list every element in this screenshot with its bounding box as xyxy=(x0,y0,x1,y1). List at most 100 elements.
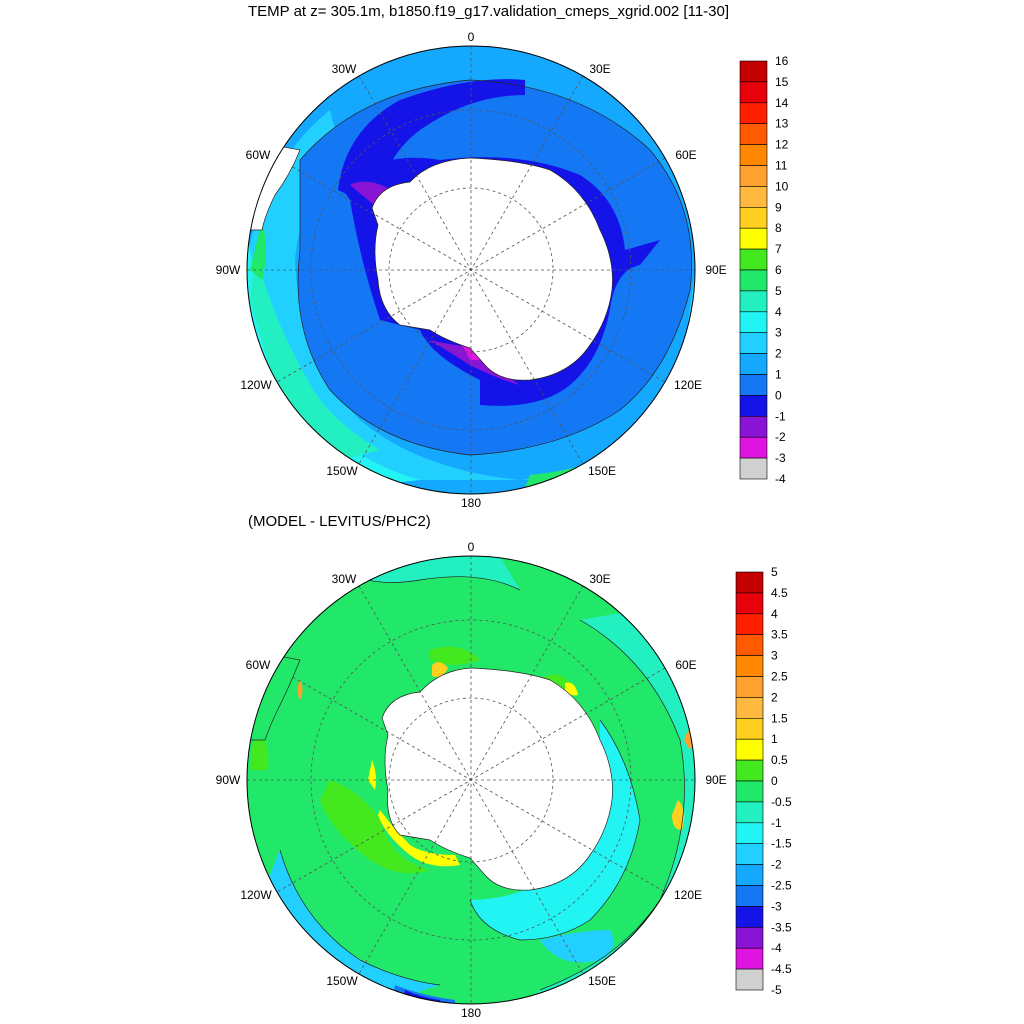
bottom-polar-map[interactable] xyxy=(246,555,700,1010)
bottom-label-150w: 150W xyxy=(326,974,358,988)
bottom-colorbar-tick-label: -2.5 xyxy=(771,879,792,893)
top-colorbar-tick-label: 1 xyxy=(775,368,782,382)
top-colorbar-tick-label: 4 xyxy=(775,305,782,319)
bottom-label-60w: 60W xyxy=(246,658,271,672)
top-colorbar-tick-label: 15 xyxy=(775,75,789,89)
bottom-colorbar-tick-label: -3 xyxy=(771,899,782,913)
bottom-colorbar-swatch xyxy=(735,634,764,656)
top-colorbar-swatch xyxy=(739,123,768,145)
bottom-label-30e: 30E xyxy=(589,572,610,586)
top-colorbar-tick-label: 2 xyxy=(775,347,782,361)
bottom-label-120w: 120W xyxy=(240,888,272,902)
top-label-150e: 150E xyxy=(588,464,616,478)
top-colorbar-tick-label: 14 xyxy=(775,96,789,110)
bottom-label-0: 0 xyxy=(468,540,475,554)
bottom-colorbar-swatch xyxy=(735,592,764,615)
bottom-colorbar-swatch xyxy=(735,676,764,698)
top-map-title: TEMP at z= 305.1m, b1850.f19_g17.validat… xyxy=(248,3,730,20)
top-colorbar-swatch xyxy=(739,332,768,354)
top-colorbar-tick-label: 5 xyxy=(775,284,782,298)
top-colorbar-tick-label: 0 xyxy=(775,388,782,402)
top-colorbar-tick-label: -4 xyxy=(775,472,786,486)
bottom-colorbar-swatch xyxy=(735,759,764,782)
top-colorbar-swatch xyxy=(739,311,768,333)
top-colorbar-swatch xyxy=(739,415,768,438)
bottom-colorbar-swatch xyxy=(735,968,764,991)
top-colorbar-tick-label: 13 xyxy=(775,117,789,131)
bottom-colorbar-tick-label: -1 xyxy=(771,816,782,830)
bottom-label-90w: 90W xyxy=(216,773,241,787)
top-colorbar-swatch xyxy=(739,290,768,313)
top-colorbar-tick-label: 10 xyxy=(775,179,789,193)
bottom-colorbar-tick-label: 3 xyxy=(771,649,778,663)
top-colorbar-swatch xyxy=(739,269,768,292)
bottom-colorbar-tick-label: 4.5 xyxy=(771,586,788,600)
bottom-colorbar-swatch xyxy=(735,822,764,844)
top-colorbar-swatch xyxy=(739,395,768,417)
bottom-colorbar-tick-label: -4.5 xyxy=(771,962,792,976)
top-colorbar-swatch xyxy=(739,144,768,166)
top-colorbar-swatch xyxy=(739,207,768,229)
top-colorbar-swatch xyxy=(739,248,768,271)
bottom-colorbar-swatch xyxy=(735,571,764,594)
bottom-colorbar-tick-label: 3.5 xyxy=(771,628,788,642)
top-colorbar-swatch xyxy=(739,436,768,459)
top-polar-map[interactable] xyxy=(246,45,696,500)
bottom-colorbar-swatch xyxy=(735,613,764,635)
top-colorbar-tick-label: -2 xyxy=(775,430,786,444)
bottom-colorbar-tick-label: -0.5 xyxy=(771,795,792,809)
bottom-colorbar-tick-label: 2.5 xyxy=(771,670,788,684)
bottom-colorbar-tick-label: -2 xyxy=(771,858,782,872)
top-colorbar-swatch xyxy=(739,353,768,375)
top-colorbar-tick-label: 11 xyxy=(775,159,788,173)
top-colorbar-tick-label: 8 xyxy=(775,221,782,235)
top-longitude-labels: 0 30E 60E 90E 120E 150E 180 150W 120W 90… xyxy=(216,30,727,510)
top-colorbar-tick-label: 12 xyxy=(775,138,789,152)
top-label-60e: 60E xyxy=(675,148,696,162)
top-colorbar-swatch xyxy=(739,457,768,480)
bottom-colorbar-tick-label: 1 xyxy=(771,732,778,746)
top-map-border xyxy=(246,45,696,495)
bottom-colorbar-tick-label: 4 xyxy=(771,607,778,621)
top-colorbar-tick-label: 7 xyxy=(775,242,782,256)
top-label-60w: 60W xyxy=(246,148,271,162)
top-colorbar-tick-label: 9 xyxy=(775,200,782,214)
bottom-colorbar-swatch xyxy=(735,801,764,824)
bottom-label-150e: 150E xyxy=(588,974,616,988)
top-label-30w: 30W xyxy=(332,62,357,76)
top-colorbar-swatch xyxy=(739,374,768,396)
bottom-colorbar: 5 4.5 4 3.5 3 2.5 2 1.5 1 0.5 0 -0.5 -1 -1.5 -2 -2.5 -3 -… xyxy=(735,565,792,997)
bottom-label-60e: 60E xyxy=(675,658,696,672)
bottom-label-120e: 120E xyxy=(674,888,702,902)
bottom-colorbar-tick-label: 0 xyxy=(771,774,778,788)
bottom-colorbar-tick-label: 2 xyxy=(771,690,778,704)
top-colorbar-swatch xyxy=(739,81,768,104)
bottom-colorbar-tick-label: 1.5 xyxy=(771,711,788,725)
top-colorbar-swatch xyxy=(739,102,768,125)
top-colorbar-tick-label: -3 xyxy=(775,451,786,465)
bottom-label-180: 180 xyxy=(461,1006,481,1020)
bottom-colorbar-swatch xyxy=(735,655,764,677)
top-colorbar-tick-label: 3 xyxy=(775,326,782,340)
top-colorbar-swatch xyxy=(739,186,768,208)
bottom-label-90e: 90E xyxy=(705,773,726,787)
bottom-colorbar-swatch xyxy=(735,885,764,907)
top-label-90w: 90W xyxy=(216,263,241,277)
bottom-colorbar-swatch xyxy=(735,906,764,928)
bottom-colorbar-tick-label: -4 xyxy=(771,941,782,955)
bottom-colorbar-swatch xyxy=(735,738,764,761)
bottom-colorbar-swatch xyxy=(735,864,764,886)
bottom-map-border xyxy=(246,555,696,1005)
bottom-colorbar-swatch xyxy=(735,947,764,970)
top-colorbar-tick-label: -1 xyxy=(775,409,786,423)
top-label-180: 180 xyxy=(461,496,481,510)
top-colorbar-swatch xyxy=(739,60,768,83)
top-map-field xyxy=(247,46,695,494)
bottom-map-title: (MODEL - LEVITUS/PHC2) xyxy=(248,513,431,530)
bottom-colorbar-tick-label: 5 xyxy=(771,565,778,579)
top-label-0: 0 xyxy=(468,30,475,44)
bottom-label-30w: 30W xyxy=(332,572,357,586)
bottom-colorbar-swatch xyxy=(735,843,764,865)
